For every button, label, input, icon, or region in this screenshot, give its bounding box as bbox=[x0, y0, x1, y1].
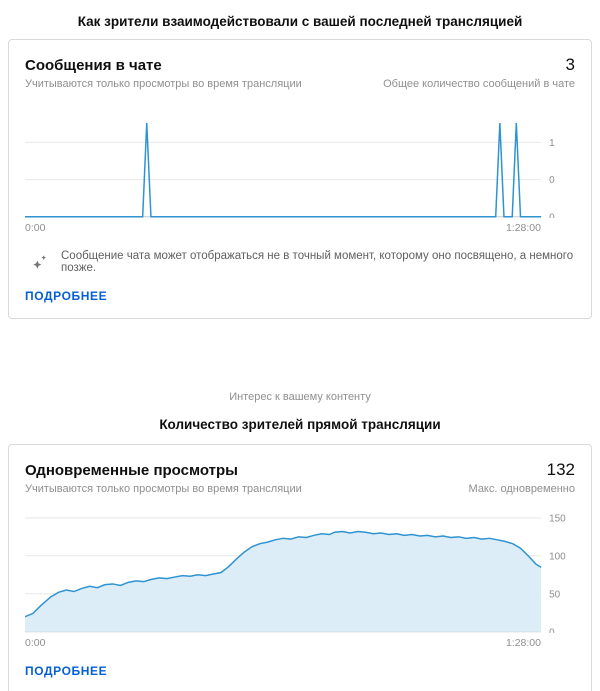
svg-text:0: 0 bbox=[549, 627, 555, 633]
svg-text:0: 0 bbox=[549, 175, 555, 186]
viewers-chart-xtick-end: 1:28:00 bbox=[505, 637, 541, 649]
chat-messages-subtitle: Учитываются только просмотры во время тр… bbox=[25, 78, 302, 90]
auto-awesome-icon bbox=[31, 254, 47, 270]
svg-text:100: 100 bbox=[549, 551, 566, 562]
concurrent-viewers-subtitle: Учитываются только просмотры во время тр… bbox=[25, 483, 302, 495]
svg-text:1: 1 bbox=[549, 138, 555, 149]
viewers-chart-xtick-start: 0:00 bbox=[25, 637, 46, 649]
section2-kicker: Интерес к вашему контенту bbox=[229, 391, 371, 403]
chat-messages-chart-wrap: 1 0 0 0:00 1:28:00 bbox=[25, 104, 575, 234]
concurrent-viewers-chart-wrap: 150 100 50 0 0:00 1:28:00 bbox=[25, 509, 575, 649]
chat-messages-card: Сообщения в чате 3 Учитываются только пр… bbox=[8, 39, 592, 319]
svg-text:0: 0 bbox=[549, 212, 555, 218]
concurrent-viewers-chart[interactable]: 150 100 50 0 bbox=[25, 509, 575, 633]
chat-messages-chart[interactable]: 1 0 0 bbox=[25, 104, 575, 218]
see-more-link-viewers[interactable]: ПОДРОБНЕЕ bbox=[25, 664, 108, 678]
section1-title: Как зрители взаимодействовали с вашей по… bbox=[77, 14, 523, 29]
see-more-link-chat[interactable]: ПОДРОБНЕЕ bbox=[25, 289, 108, 303]
concurrent-viewers-card: Одновременные просмотры 132 Учитываются … bbox=[8, 444, 592, 691]
chat-messages-title: Сообщения в чате bbox=[25, 57, 162, 74]
chat-delay-note: Сообщение чата может отображаться не в т… bbox=[25, 250, 575, 274]
svg-text:50: 50 bbox=[549, 589, 561, 600]
concurrent-viewers-metric-label: Макс. одновременно bbox=[468, 483, 575, 495]
chat-chart-xtick-start: 0:00 bbox=[25, 222, 46, 234]
section2-title: Количество зрителей прямой трансляции bbox=[159, 417, 441, 432]
chat-chart-xtick-end: 1:28:00 bbox=[505, 222, 541, 234]
chat-messages-metric-label: Общее количество сообщений в чате bbox=[383, 78, 575, 90]
concurrent-viewers-title: Одновременные просмотры bbox=[25, 462, 238, 479]
concurrent-viewers-count: 132 bbox=[546, 460, 575, 479]
chat-delay-note-text: Сообщение чата может отображаться не в т… bbox=[61, 250, 574, 274]
svg-text:150: 150 bbox=[549, 513, 566, 524]
chat-messages-count: 3 bbox=[565, 55, 575, 74]
